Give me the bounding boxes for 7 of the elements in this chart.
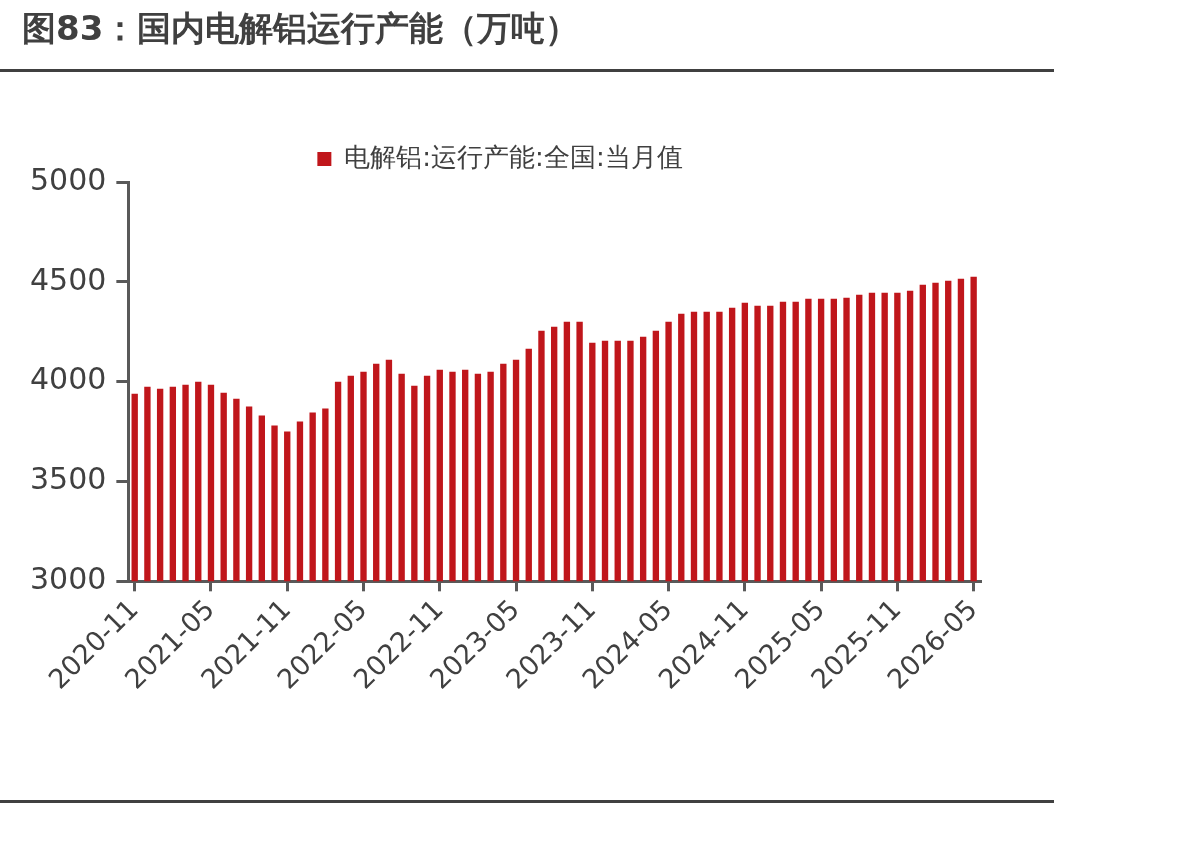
y-tick-label: 3000 <box>29 561 107 597</box>
legend-label: 电解铝:运行产能:全国:当月值 <box>344 141 683 172</box>
chart-title: 图83：国内电解铝运行产能（万吨） <box>22 7 580 50</box>
y-tick-label: 3500 <box>29 461 107 497</box>
y-tick-label: 4500 <box>29 261 107 297</box>
y-tick-label: 5000 <box>29 161 107 197</box>
y-tick-label: 4000 <box>29 361 107 397</box>
